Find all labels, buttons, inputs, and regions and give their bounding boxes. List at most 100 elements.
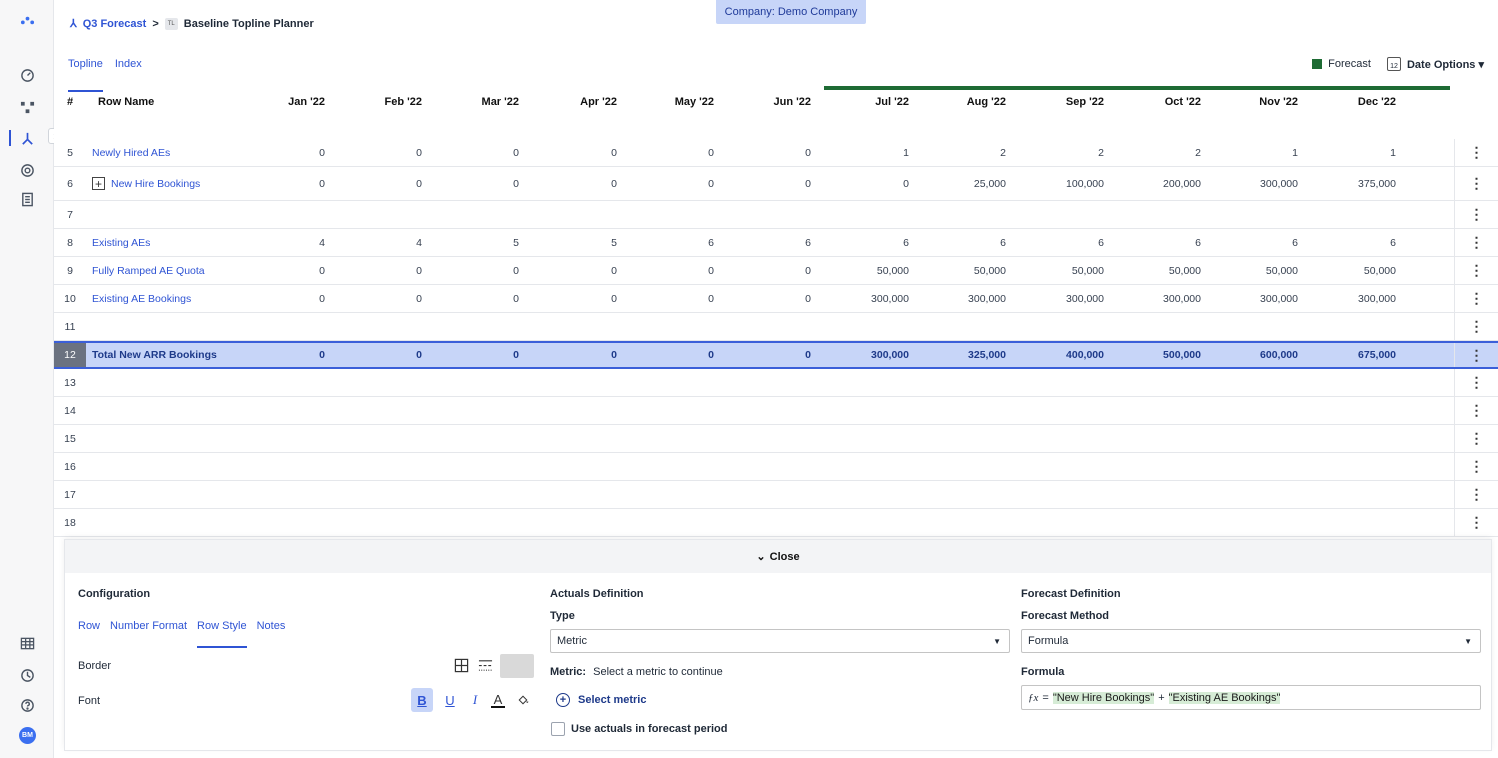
row-cell[interactable] [439,481,519,508]
row-cell[interactable]: 0 [611,292,617,305]
close-panel-button[interactable]: ⌄ Close [65,540,1491,573]
row-menu-icon[interactable]: ⋮ [1454,201,1498,228]
row-cell[interactable] [1316,425,1396,452]
expand-row-icon[interactable]: + [92,177,105,190]
row-cell[interactable]: 300,000 [871,349,909,361]
row-cell[interactable] [829,313,909,340]
row-cell[interactable] [731,201,811,228]
row-cell[interactable]: 0 [805,264,811,277]
row-menu-icon[interactable]: ⋮ [1454,257,1498,284]
row-cell[interactable] [439,397,519,424]
row-cell[interactable]: 0 [319,177,325,190]
use-actuals-checkbox[interactable] [551,722,565,736]
row-cell[interactable] [1024,425,1104,452]
row-cell[interactable] [634,369,714,396]
row-cell[interactable]: 2 [1098,146,1104,159]
row-cell[interactable] [634,201,714,228]
row-cell[interactable]: 50,000 [1071,264,1104,277]
row-cell[interactable]: 0 [708,349,714,361]
row-cell[interactable]: 300,000 [968,292,1006,305]
row-cell[interactable] [537,369,617,396]
row-cell[interactable] [1218,313,1298,340]
row-cell[interactable] [1121,481,1201,508]
row-cell[interactable] [634,509,714,536]
row-cell[interactable] [731,369,811,396]
row-cell[interactable]: 0 [416,146,422,159]
row-cell[interactable] [1024,481,1104,508]
row-cell[interactable]: 6 [1000,236,1006,249]
table-icon[interactable] [19,635,35,651]
row-cell[interactable] [245,397,325,424]
row-cell[interactable] [926,201,1006,228]
row-menu-icon[interactable]: ⋮ [1454,343,1498,367]
table-row[interactable]: 13 ⋮ [54,369,1498,397]
row-cell[interactable] [829,369,909,396]
row-cell[interactable]: 50,000 [1265,264,1298,277]
row-cell[interactable] [342,453,422,480]
row-cell[interactable] [1121,397,1201,424]
row-cell[interactable] [731,397,811,424]
row-cell[interactable] [634,397,714,424]
row-cell[interactable]: 675,000 [1358,349,1396,361]
planner-icon[interactable] [19,130,35,146]
document-icon[interactable] [19,191,35,207]
row-cell[interactable]: 0 [805,177,811,190]
row-cell[interactable]: 1 [1292,146,1298,159]
row-cell[interactable] [537,425,617,452]
row-cell[interactable] [439,453,519,480]
formula-input[interactable]: ƒx = "New Hire Bookings" + "Existing AE Bo… [1021,685,1481,710]
row-cell[interactable] [245,509,325,536]
row-cell[interactable]: 1 [1390,146,1396,159]
row-menu-icon[interactable]: ⋮ [1454,509,1498,536]
row-cell[interactable]: 300,000 [1163,292,1201,305]
row-cell[interactable] [1218,425,1298,452]
row-cell[interactable] [245,453,325,480]
table-row[interactable]: 6 + New Hire Bookings 0 0 0 0 0 0 0 25,000 100,000 2… [54,167,1498,201]
help-icon[interactable] [19,697,35,713]
row-cell[interactable] [1024,453,1104,480]
row-cell[interactable] [342,425,422,452]
row-cell[interactable]: 50,000 [1168,264,1201,277]
row-cell[interactable] [1316,453,1396,480]
row-cell[interactable]: 600,000 [1260,349,1298,361]
row-menu-icon[interactable]: ⋮ [1454,229,1498,256]
row-cell[interactable]: 6 [1098,236,1104,249]
subtab-row[interactable]: Row [78,620,101,632]
row-cell[interactable]: 0 [319,146,325,159]
row-cell[interactable] [634,481,714,508]
row-cell[interactable] [731,313,811,340]
row-cell[interactable] [1316,201,1396,228]
row-cell[interactable] [731,481,811,508]
row-cell[interactable] [829,397,909,424]
border-color-swatch[interactable] [500,654,534,678]
row-menu-icon[interactable]: ⋮ [1454,139,1498,166]
history-icon[interactable] [19,667,35,683]
font-color-button[interactable]: A [491,692,505,708]
row-name[interactable]: + New Hire Bookings [92,167,200,200]
row-cell[interactable] [634,453,714,480]
row-cell[interactable]: 0 [513,177,519,190]
row-cell[interactable] [634,313,714,340]
table-row[interactable]: 8 Existing AEs 4 4 5 5 6 6 6 6 6 6 6 6 ⋮ [54,229,1498,257]
row-cell[interactable] [1316,509,1396,536]
row-cell[interactable]: 100,000 [1066,177,1104,190]
row-cell[interactable]: 1 [903,146,909,159]
breadcrumb-parent[interactable]: Q3 Forecast [82,17,147,30]
row-menu-icon[interactable]: ⋮ [1454,425,1498,452]
row-name[interactable]: Existing AE Bookings [92,285,191,312]
row-cell[interactable]: 0 [708,177,714,190]
row-cell[interactable] [342,509,422,536]
row-cell[interactable]: 0 [805,146,811,159]
row-cell[interactable] [342,397,422,424]
row-cell[interactable] [1316,313,1396,340]
table-row[interactable]: 5 Newly Hired AEs 0 0 0 0 0 0 1 2 2 2 1 1 ⋮ [54,139,1498,167]
logo-icon[interactable] [19,12,35,28]
row-cell[interactable]: 0 [708,146,714,159]
company-badge[interactable]: Company: Demo Company [716,0,866,24]
row-cell[interactable] [342,313,422,340]
row-cell[interactable] [439,369,519,396]
row-cell[interactable]: 4 [416,236,422,249]
gauge-icon[interactable] [19,67,35,83]
row-cell[interactable]: 0 [513,264,519,277]
bold-button[interactable]: B [411,688,433,712]
